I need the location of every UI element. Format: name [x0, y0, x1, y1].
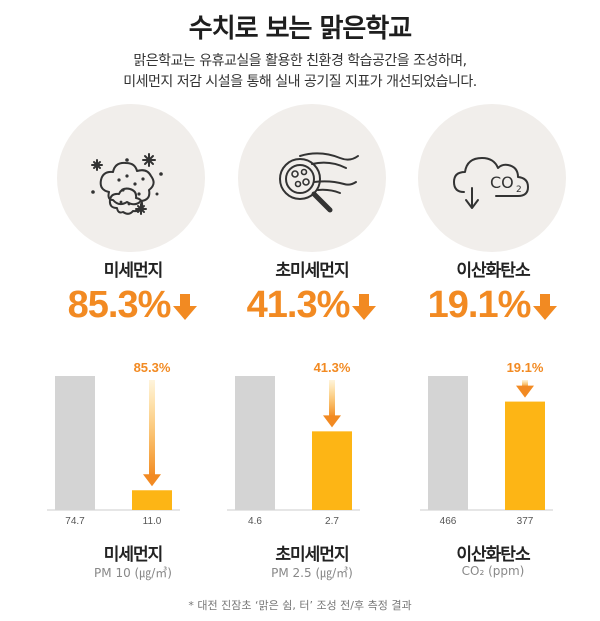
subtitle-line-1: 맑은학교는 유휴교실을 활용한 친환경 학습공간을 조성하며, [133, 53, 467, 69]
down-arrow-icon [533, 294, 558, 320]
metric-percent-row-pm25: 41.3% [222, 280, 402, 330]
metric-name-pm25: 초미세먼지 [275, 261, 349, 281]
metric-percent-row-co2: 19.1% [403, 280, 583, 330]
metric-name-pm10: 미세먼지 [103, 261, 164, 281]
bar-after-1 [312, 431, 352, 510]
reduction-arrow-head-2 [516, 385, 534, 398]
value-label-before-2: 466 [440, 516, 457, 527]
dust-icon [91, 153, 163, 215]
value-label-after-2: 377 [517, 516, 534, 527]
footer-name-co2: 이산화탄소 [456, 545, 530, 565]
reduction-label-1: 41.3% [314, 360, 351, 375]
bar-chart: 74.7 11.0 85.3% 4.6 2.7 41.3% 466 377 19.1% [47, 360, 553, 527]
bar-before-1 [235, 376, 275, 510]
metric-percent-co2: 19.1% [427, 283, 532, 326]
reduction-arrow-shaft-0 [149, 380, 155, 477]
reduction-label-2: 19.1% [507, 360, 544, 375]
footer-unit-pm10: PM 10 (㎍/㎥) [94, 566, 172, 580]
value-label-after-0: 11.0 [143, 516, 162, 527]
co2-cloud-icon: CO 2 [453, 157, 529, 209]
reduction-arrow-head-0 [143, 474, 161, 487]
footer-name-pm25: 초미세먼지 [275, 545, 349, 565]
reduction-arrow-shaft-1 [329, 380, 335, 418]
down-arrow-icon [173, 294, 198, 320]
metric-percent-pm10: 85.3% [67, 283, 172, 326]
magnifier-particles-icon [279, 152, 359, 213]
bar-after-0 [132, 490, 172, 510]
bar-after-2 [505, 401, 545, 510]
footnote: * 대전 진잠초 ‘맑은 쉼, 터’ 조성 전/후 측정 결과 [188, 599, 412, 612]
reduction-arrow-shaft-2 [522, 380, 528, 388]
metric-name-co2: 이산화탄소 [456, 261, 530, 281]
footer-unit-co2: CO₂ (ppm) [461, 564, 525, 578]
co2-icon-text: CO [490, 173, 514, 192]
dust-icon-circle [57, 104, 205, 252]
value-label-before-0: 74.7 [65, 516, 85, 527]
subtitle-line-2: 미세먼지 저감 시설을 통해 실내 공기질 지표가 개선되었습니다. [123, 74, 477, 90]
page-title: 수치로 보는 맑은학교 [188, 14, 412, 44]
down-arrow-icon [352, 294, 377, 320]
magnifier-icon-circle [238, 104, 386, 252]
bar-before-2 [428, 376, 468, 510]
reduction-arrow-head-1 [323, 415, 341, 428]
metric-percent-row-pm10: 85.3% [43, 280, 223, 330]
metric-percent-pm25: 41.3% [246, 283, 351, 326]
co2-icon-subscript: 2 [516, 185, 522, 195]
footer-name-pm10: 미세먼지 [103, 545, 164, 565]
value-label-after-1: 2.7 [325, 516, 339, 527]
co2-icon-circle: CO 2 [418, 104, 566, 252]
footer-unit-pm25: PM 2.5 (㎍/㎥) [271, 566, 353, 580]
reduction-label-0: 85.3% [134, 360, 171, 375]
bar-before-0 [55, 376, 95, 510]
value-label-before-1: 4.6 [248, 516, 262, 527]
